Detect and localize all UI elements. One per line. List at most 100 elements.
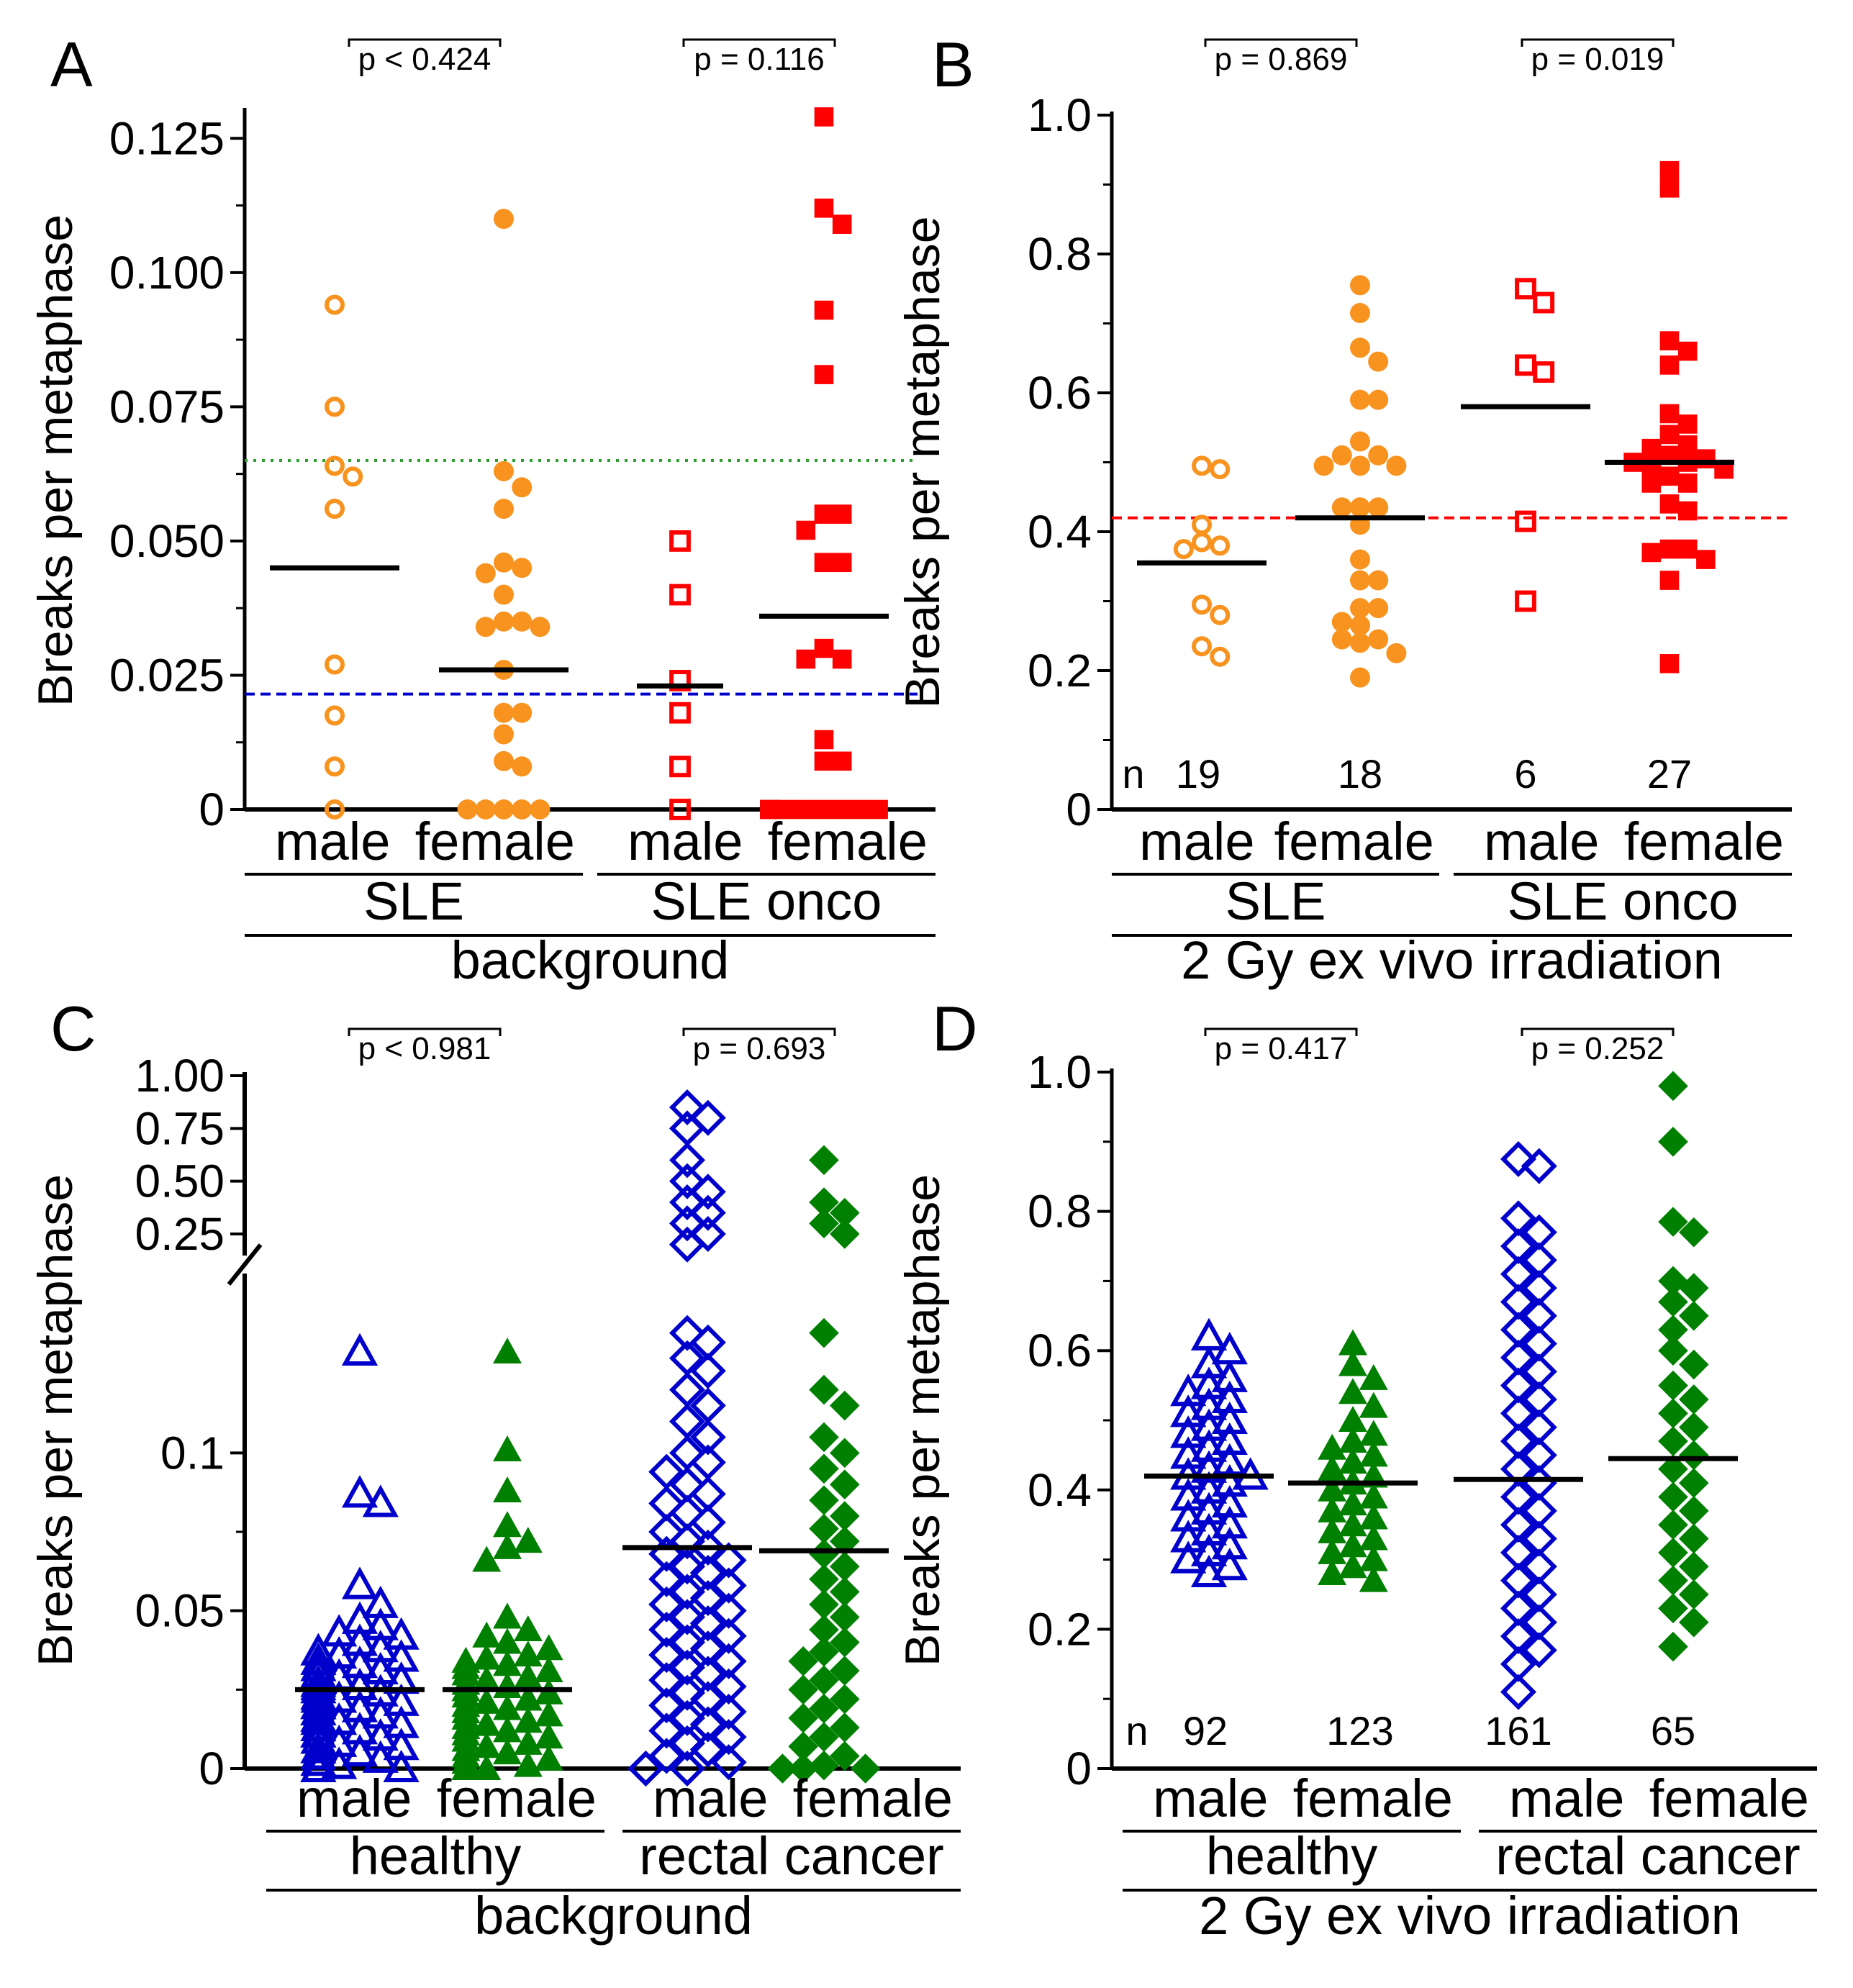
p-value-label: p = 0.417: [1215, 1031, 1348, 1066]
y-tick-label: 1.0: [1028, 1046, 1092, 1098]
y-tick-label: 0.50: [135, 1156, 225, 1207]
p-value-label: p = 0.019: [1531, 42, 1664, 77]
data-point: [1696, 449, 1716, 468]
data-point: [710, 1617, 747, 1654]
data-point: [814, 553, 834, 573]
data-point: [1190, 1317, 1228, 1351]
y-tick-label: 0.050: [109, 515, 225, 567]
data-point: [669, 1110, 706, 1147]
data-point: [1318, 1496, 1347, 1522]
data-point: [809, 1589, 839, 1620]
data-point: [1679, 1273, 1709, 1303]
data-point: [669, 1226, 706, 1263]
n-label: 65: [1651, 1708, 1695, 1753]
data-point: [1658, 1565, 1688, 1596]
data-point: [1192, 455, 1212, 476]
data-point: [1170, 1520, 1207, 1553]
data-point: [710, 1693, 747, 1730]
data-point: [669, 1142, 706, 1179]
y-tick-label: 0.6: [1028, 1325, 1092, 1376]
data-point: [669, 1674, 706, 1711]
n-label: 92: [1183, 1708, 1228, 1753]
data-point: [830, 1469, 860, 1499]
data-point: [1211, 1527, 1248, 1560]
data-point: [1359, 1420, 1388, 1446]
condition-label: 2 Gy ex vivo irradiation: [1199, 1886, 1741, 1946]
data-point: [669, 1315, 706, 1351]
data-point: [669, 1649, 706, 1686]
data-point: [475, 799, 496, 820]
data-point: [809, 1453, 839, 1484]
data-point: [1677, 414, 1698, 434]
y-tick-label: 0.025: [109, 649, 225, 701]
data-point: [472, 1621, 502, 1648]
data-point: [689, 1554, 726, 1592]
data-point: [1318, 1517, 1347, 1543]
data-point: [1658, 1538, 1688, 1568]
p-value-bracket: [682, 1027, 836, 1036]
data-point: [1679, 1496, 1709, 1526]
data-point: [1211, 1463, 1248, 1497]
data-point: [493, 1650, 522, 1676]
data-point: [669, 799, 691, 820]
data-point: [513, 1662, 543, 1689]
data-point: [1170, 1415, 1207, 1448]
data-point: [1318, 1433, 1347, 1460]
data-point: [383, 1749, 420, 1782]
n-label: 123: [1326, 1708, 1393, 1753]
data-point: [832, 751, 852, 771]
data-point: [1659, 425, 1680, 445]
data-point: [1211, 1484, 1248, 1518]
data-point: [669, 1599, 706, 1635]
data-point: [341, 1566, 379, 1599]
data-point: [809, 1564, 839, 1594]
data-point: [1659, 331, 1680, 350]
data-point: [796, 799, 816, 820]
y-tick-label: 0.1: [160, 1427, 225, 1479]
data-point: [830, 1740, 860, 1771]
y-tick-label: 0.4: [1028, 1464, 1092, 1516]
data-point: [1170, 1499, 1207, 1532]
data-point: [513, 1684, 543, 1711]
data-point: [648, 1738, 685, 1774]
data-point: [788, 1646, 818, 1676]
data-point: [493, 1476, 522, 1502]
data-point: [534, 1744, 563, 1771]
data-point: [300, 1743, 337, 1776]
data-point: [1350, 275, 1370, 296]
data-point: [669, 1574, 706, 1610]
data-point: [710, 1542, 747, 1579]
data-point: [669, 584, 691, 606]
data-point: [648, 1712, 685, 1749]
data-point: [300, 1737, 337, 1770]
data-point: [814, 638, 834, 658]
data-point: [669, 1624, 706, 1661]
data-point: [1318, 1454, 1347, 1481]
data-point: [710, 1592, 747, 1629]
data-point: [1658, 1510, 1688, 1540]
data-point: [830, 1602, 860, 1633]
category-label: male: [1153, 1769, 1268, 1828]
data-point: [710, 1668, 747, 1705]
data-point: [1190, 1408, 1228, 1441]
y-tick-label: 0: [199, 784, 225, 835]
data-point: [1679, 1384, 1709, 1415]
data-point: [1210, 535, 1231, 556]
data-point: [1641, 438, 1662, 458]
data-point: [1515, 510, 1536, 532]
data-point: [1211, 1380, 1248, 1413]
data-point: [475, 563, 496, 584]
n-label: n: [1125, 1708, 1148, 1753]
data-point: [325, 499, 345, 519]
data-point: [809, 1485, 839, 1515]
data-point: [788, 1753, 818, 1784]
category-label: male: [1484, 812, 1599, 871]
data-point: [1677, 539, 1698, 559]
data-point: [689, 1353, 726, 1389]
data-point: [1190, 1366, 1228, 1399]
data-point: [669, 1548, 706, 1585]
data-point: [1679, 1440, 1709, 1471]
data-point: [1170, 1374, 1207, 1407]
data-point: [1359, 1482, 1388, 1509]
data-point: [512, 702, 533, 723]
